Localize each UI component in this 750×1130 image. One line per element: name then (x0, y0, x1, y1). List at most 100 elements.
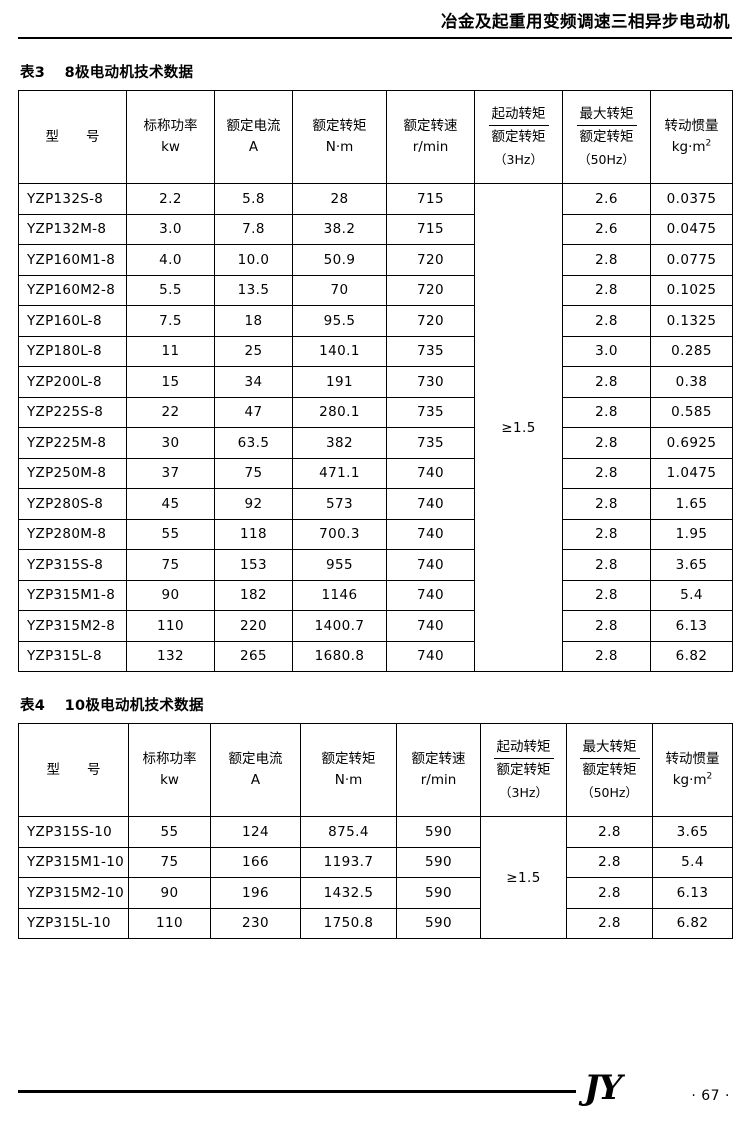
th-rated-power-unit: kw (161, 139, 180, 155)
cell-rated-torque: 1432.5 (300, 877, 397, 909)
th-starting-torque-numerator: 起动转矩 (488, 104, 549, 127)
cell-max-torque-ratio: 2.8 (562, 610, 651, 642)
cell-rated-torque: 38.2 (292, 213, 387, 245)
header-title: 冶金及起重用变频调速三相异步电动机 (441, 12, 730, 31)
cell-moment-of-inertia: 0.1025 (650, 274, 733, 306)
table-row: YZP280S-8 45 92 573 740 2.8 1.65 (18, 488, 733, 520)
cell-max-torque-ratio: 2.8 (562, 274, 651, 306)
cell-rated-speed: 715 (386, 183, 475, 215)
cell-model: YZP225S-8 (18, 396, 127, 428)
cell-moment-of-inertia: 6.13 (652, 877, 733, 909)
cell-rated-power: 7.5 (126, 305, 215, 337)
cell-rated-current: 5.8 (214, 183, 293, 215)
cell-rated-speed: 740 (386, 457, 475, 489)
cell-rated-power: 37 (126, 457, 215, 489)
th-max-torque-frequency: （50Hz） (581, 785, 638, 801)
cell-rated-power: 90 (128, 877, 211, 909)
page-header: 冶金及起重用变频调速三相异步电动机 (18, 0, 732, 32)
cell-rated-speed: 590 (396, 877, 481, 909)
table-row: YZP315L-8 132 265 1680.8 740 2.8 6.82 (18, 640, 733, 672)
cell-max-torque-ratio: 2.8 (562, 366, 651, 398)
cell-model: YZP160M1-8 (18, 244, 127, 276)
cell-model: YZP280M-8 (18, 518, 127, 550)
table-row: YZP180L-8 11 25 140.1 735 3.0 0.285 (18, 335, 733, 367)
th-model: 型 号 (18, 723, 129, 817)
table-row: YZP160L-8 7.5 18 95.5 720 2.8 0.1325 (18, 305, 733, 337)
cell-rated-current: 7.8 (214, 213, 293, 245)
cell-rated-current: 63.5 (214, 427, 293, 459)
cell-model: YZP132M-8 (18, 213, 127, 245)
table4-caption-text: 10极电动机技术数据 (64, 698, 204, 714)
cell-rated-torque: 471.1 (292, 457, 387, 489)
cell-max-torque-ratio: 2.6 (562, 183, 651, 215)
table4-body: YZP315S-10 55 124 875.4 590 ≥1.5 2.8 3.65 YZP315… (18, 816, 733, 939)
cell-rated-current: 118 (214, 518, 293, 550)
th-moment-of-inertia-label: 转动惯量 (664, 118, 719, 135)
th-rated-power: 标称功率 kw (126, 90, 215, 184)
th-rated-torque-unit: N·m (334, 772, 363, 788)
table-row: YZP315L-10 110 230 1750.8 590 2.8 6.82 (18, 907, 733, 939)
cell-max-torque-ratio: 2.8 (562, 244, 651, 276)
cell-rated-torque: 382 (292, 427, 387, 459)
th-max-torque-numerator: 最大转矩 (579, 737, 640, 760)
cell-rated-torque: 140.1 (292, 335, 387, 367)
cell-model: YZP315L-8 (18, 640, 127, 672)
th-rated-current-label: 额定电流 (228, 751, 283, 768)
table3-caption-number: 表3 (20, 65, 46, 81)
th-rated-current-unit: A (248, 139, 259, 155)
th-rated-power: 标称功率 kw (128, 723, 211, 817)
table-row: YZP200L-8 15 34 191 730 2.8 0.38 (18, 366, 733, 398)
cell-rated-current: 13.5 (214, 274, 293, 306)
cell-rated-current: 75 (214, 457, 293, 489)
th-inertia-unit-exponent: 2 (705, 138, 712, 149)
table3-technical-data: 型 号 标称功率 kw 额定电流 A 额定转矩 N·m 额定转速 r/min (18, 90, 733, 672)
cell-rated-speed: 740 (386, 640, 475, 672)
cell-rated-power: 132 (126, 640, 215, 672)
cell-max-torque-ratio: 2.6 (562, 213, 651, 245)
cell-rated-current: 25 (214, 335, 293, 367)
th-rated-power-label: 标称功率 (143, 118, 198, 135)
cell-max-torque-ratio: 2.8 (562, 305, 651, 337)
th-rated-torque-label: 额定转矩 (312, 118, 367, 135)
cell-max-torque-ratio: 2.8 (562, 579, 651, 611)
cell-rated-speed: 720 (386, 244, 475, 276)
th-rated-power-label: 标称功率 (142, 751, 197, 768)
table-row: YZP250M-8 37 75 471.1 740 2.8 1.0475 (18, 457, 733, 489)
cell-rated-speed: 740 (386, 488, 475, 520)
cell-moment-of-inertia: 0.585 (650, 396, 733, 428)
th-rated-torque: 额定转矩 N·m (292, 90, 387, 184)
cell-model: YZP200L-8 (18, 366, 127, 398)
cell-rated-speed: 735 (386, 427, 475, 459)
cell-rated-current: 230 (210, 907, 301, 939)
table3-caption: 表3 8极电动机技术数据 (20, 61, 732, 82)
th-moment-of-inertia: 转动惯量 kg·m2 (650, 90, 733, 184)
cell-moment-of-inertia: 6.82 (652, 907, 733, 939)
cell-model: YZP315M2-10 (18, 877, 129, 909)
th-max-torque-fraction: 最大转矩 额定转矩 (576, 104, 637, 148)
th-inertia-unit-exponent: 2 (706, 771, 713, 782)
th-rated-speed: 额定转速 r/min (386, 90, 475, 184)
cell-moment-of-inertia: 0.38 (650, 366, 733, 398)
cell-rated-torque: 191 (292, 366, 387, 398)
table-row: YZP315M2-8 110 220 1400.7 740 2.8 6.13 (18, 610, 733, 642)
cell-rated-speed: 590 (396, 846, 481, 878)
table-row: YZP225M-8 30 63.5 382 735 2.8 0.6925 (18, 427, 733, 459)
cell-max-torque-ratio: 2.8 (562, 396, 651, 428)
cell-model: YZP315M1-8 (18, 579, 127, 611)
cell-max-torque-ratio: 2.8 (562, 518, 651, 550)
brand-logo: JY (584, 1068, 622, 1108)
cell-rated-current: 153 (214, 549, 293, 581)
cell-rated-torque: 50.9 (292, 244, 387, 276)
th-starting-torque-numerator: 起动转矩 (493, 737, 554, 760)
cell-rated-torque: 280.1 (292, 396, 387, 428)
cell-moment-of-inertia: 0.0375 (650, 183, 733, 215)
th-rated-speed: 额定转速 r/min (396, 723, 481, 817)
table-row: YZP315S-8 75 153 955 740 2.8 3.65 (18, 549, 733, 581)
th-starting-torque-frequency: （3Hz） (499, 785, 548, 801)
cell-rated-torque: 700.3 (292, 518, 387, 550)
th-starting-torque-ratio: 起动转矩 额定转矩 （3Hz） (474, 90, 563, 184)
table-row: YZP315M1-8 90 182 1146 740 2.8 5.4 (18, 579, 733, 611)
table3-body: YZP132S-8 2.2 5.8 28 715 ≥1.5 2.6 0.0375 YZP132M… (18, 183, 733, 672)
cell-rated-power: 110 (126, 610, 215, 642)
th-rated-speed-label: 额定转速 (411, 751, 466, 768)
